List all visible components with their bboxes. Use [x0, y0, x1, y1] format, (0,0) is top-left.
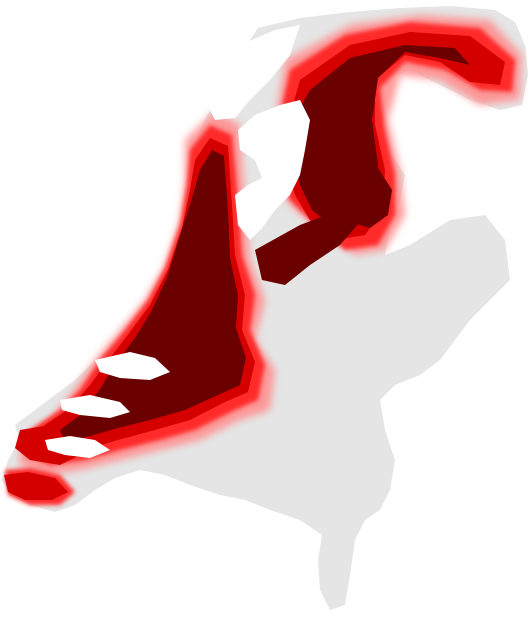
estuary-water-3 — [45, 436, 110, 458]
estuary-water-2 — [60, 395, 130, 418]
ijsselmeer-water — [235, 100, 310, 240]
flood-deep — [60, 45, 470, 442]
deep-flood-zone-10 — [60, 150, 246, 442]
land-layer — [2, 6, 528, 610]
deep-flood-zone-9 — [292, 45, 470, 228]
deep-flood-zone-11 — [342, 168, 392, 228]
water-layer — [45, 25, 310, 458]
estuary-water-1 — [95, 352, 170, 380]
medium-flood-zone-7 — [4, 472, 68, 500]
wadden-sea-water — [205, 25, 300, 120]
netherlands-landmass — [2, 6, 528, 610]
flood-layer — [4, 15, 522, 505]
deep-flood-zone-12 — [255, 210, 360, 285]
